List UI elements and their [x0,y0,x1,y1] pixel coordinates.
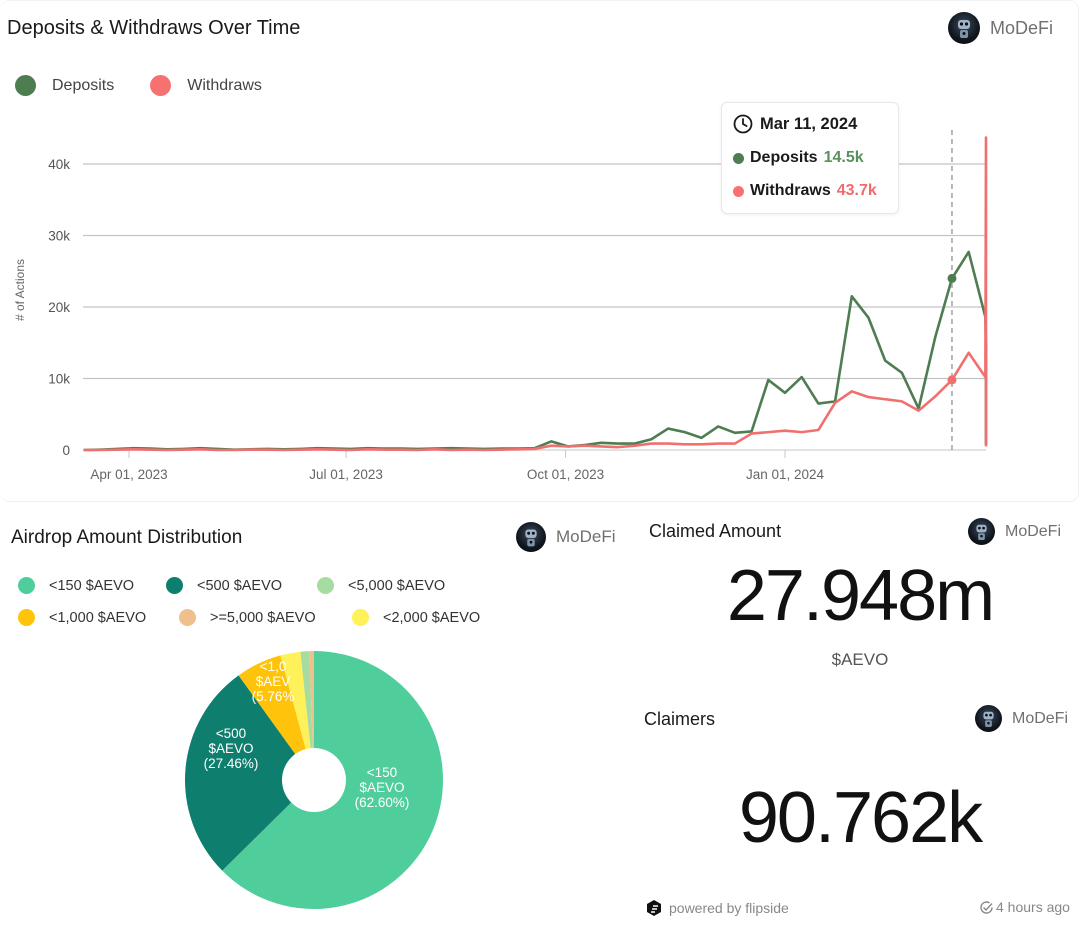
pie-legend-item[interactable]: <500 $AEVO [166,577,282,594]
withdraws-hover-point [947,375,957,385]
pie-legend-item[interactable]: <1,000 $AEVO [18,609,146,626]
brand-name: MoDeFi [990,17,1054,38]
line-chart-legend: Deposits Withdraws [15,75,298,96]
y-tick-label: 30k [48,229,70,244]
claimed-amount-unit: $AEVO [831,650,889,669]
claimed-amount-value: 27.948m [726,556,995,636]
pie-slice[interactable] [300,651,314,780]
legend-label-withdraws: Withdraws [187,76,262,94]
pie-legend-item[interactable]: <2,000 $AEVO [352,609,480,626]
line-chart-card [0,0,1079,502]
pie-legend-label: <500 $AEVO [197,577,283,594]
legend-item-withdraws[interactable]: Withdraws [150,75,262,96]
legend-item-deposits[interactable]: Deposits [15,75,114,96]
clock-icon [733,114,753,134]
y-tick-label: 0 [62,443,70,458]
y-tick-label: 10k [48,372,70,387]
pie-legend-label: <150 $AEVO [49,577,135,594]
legend-dot-icon [166,577,183,594]
robot-avatar-icon [516,522,546,552]
pie-legend-item[interactable]: >=5,000 $AEVO [179,609,316,626]
x-tick-label: Jan 01, 2024 [746,467,825,482]
y-axis-label: # of Actions [13,259,27,321]
claimers-value: 90.762k [738,778,983,858]
pie-chart[interactable]: <150 $AEVO (62.60%) <500 $AEVO (27.46%) <1,0 $A… [164,640,464,930]
pie-center-hole [282,748,346,812]
withdraws-line [83,136,988,452]
legend-dot-icon [18,577,35,594]
legend-dot-icon [179,609,196,626]
deposits-legend-dot-icon [15,75,36,96]
pie-slice-label: <500 $AEVO (27.46%) [204,726,259,771]
deposits-hover-point [947,273,957,283]
pie-slice-label: <150 $AEVO (62.60%) [355,765,410,810]
legend-dot-icon [18,609,35,626]
tooltip-date: Mar 11, 2024 [760,114,858,133]
last-updated: 4 hours ago [979,899,1070,915]
legend-dot-icon [352,609,369,626]
check-circle-icon [979,900,994,915]
pie-legend-label: <2,000 $AEVO [383,609,481,626]
updated-text: 4 hours ago [996,899,1070,915]
claimed-amount-title: Claimed Amount [649,521,782,541]
tooltip-deposits-value: 14.5k [823,149,864,166]
deposits-dot-icon [733,152,744,164]
y-tick-label: 20k [48,300,70,315]
pie-slice[interactable] [184,675,314,871]
brand-badge-claimers[interactable]: MoDeFi [975,705,1068,732]
x-tick-label: Oct 01, 2023 [527,467,604,482]
powered-by-link[interactable]: powered by flipside [645,899,789,917]
withdraws-dot-icon [733,185,744,197]
pie-slice-label: <1,0 $AEV (5.76% [252,659,295,704]
deposits-line [83,250,988,452]
tooltip-withdraws-value: 43.7k [836,182,877,199]
robot-avatar-icon [948,12,980,44]
line-chart-title: Deposits & Withdraws Over Time [7,17,301,39]
pie-legend-label: <1,000 $AEVO [49,609,147,626]
tooltip-withdraws-label: Withdraws [750,182,831,199]
brand-name: MoDeFi [556,527,616,546]
pie-slice[interactable] [309,651,314,780]
x-tick-label: Jul 01, 2023 [309,467,383,482]
brand-badge-claimed[interactable]: MoDeFi [968,518,1061,545]
brand-name: MoDeFi [1012,709,1069,727]
brand-badge[interactable]: MoDeFi [948,12,1053,44]
brand-badge-pie[interactable]: MoDeFi [516,522,616,552]
chart-tooltip: Mar 11, 2024 Deposits 14.5k Withdraws 43… [721,102,899,214]
line-chart-plot[interactable]: 0 10k 20k 30k 40k Apr 01, 2023 Jul 01, 2023 Oc… [0,0,1080,500]
tooltip-deposits-label: Deposits [750,149,818,166]
legend-dot-icon [317,577,334,594]
pie-legend-label: <5,000 $AEVO [348,577,446,594]
pie-legend-item[interactable]: <5,000 $AEVO [317,577,445,594]
pie-legend-label: >=5,000 $AEVO [210,609,316,626]
withdraws-legend-dot-icon [150,75,172,96]
flipside-logo-icon [645,899,663,917]
robot-avatar-icon [975,705,1002,732]
y-tick-label: 40k [48,157,70,172]
robot-avatar-icon [968,518,995,545]
pie-slice[interactable] [280,651,314,780]
pie-slice[interactable] [238,655,314,780]
powered-by-text: powered by flipside [669,900,789,916]
pie-legend-item[interactable]: <150 $AEVO [18,577,134,594]
x-tick-label: Apr 01, 2023 [90,467,167,482]
brand-name: MoDeFi [1005,522,1062,540]
pie-chart-title: Airdrop Amount Distribution [11,527,243,548]
claimers-title: Claimers [644,709,716,729]
legend-label-deposits: Deposits [52,76,115,94]
